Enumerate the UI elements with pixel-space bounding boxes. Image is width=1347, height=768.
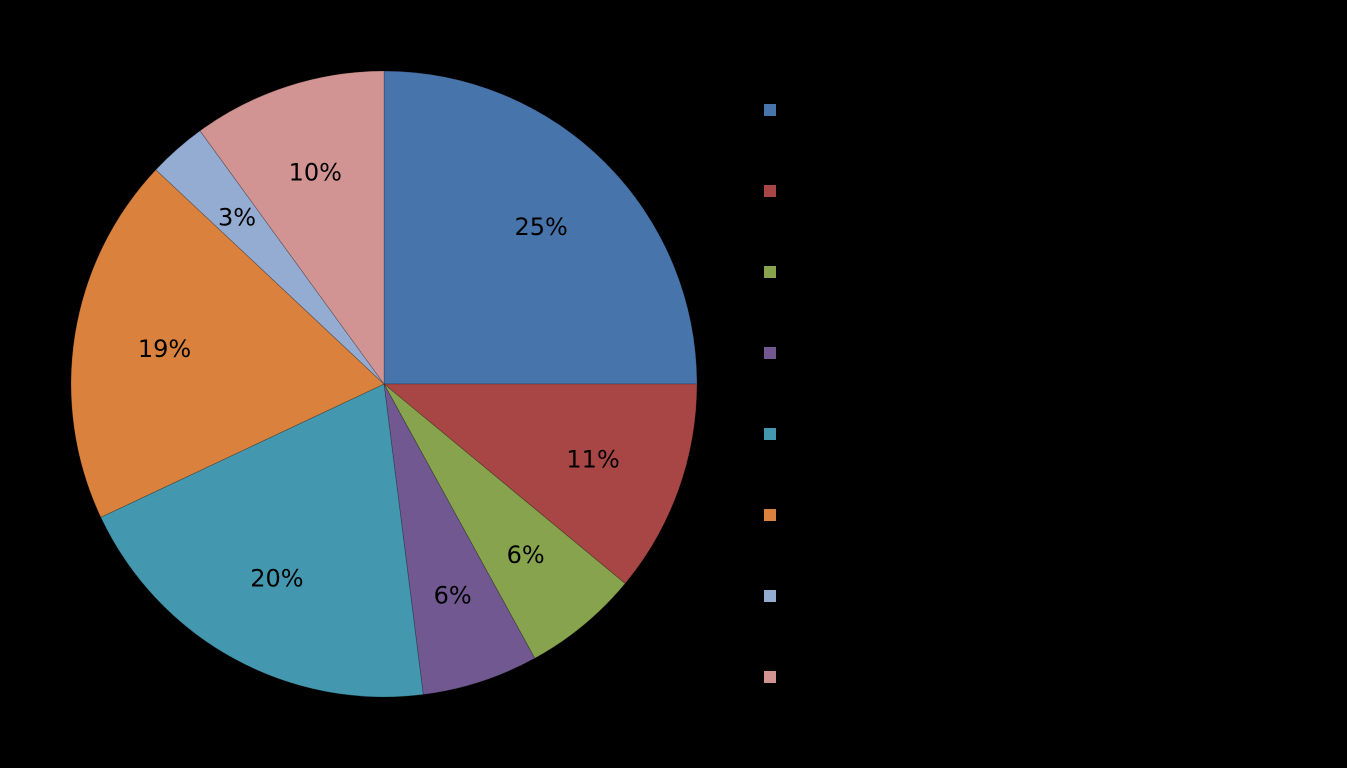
pie-slice-label-1: 25% [514, 213, 567, 241]
legend-item-6 [764, 508, 786, 522]
legend-item-4 [764, 346, 786, 360]
legend-item-3 [764, 265, 786, 279]
pie-slice-7 [155, 130, 385, 385]
legend-swatch-2 [764, 185, 776, 197]
pie-slice-2 [382, 383, 698, 585]
pie-slice-label-4: 6% [434, 581, 472, 609]
legend-swatch-1 [764, 104, 776, 116]
pie-slice-4 [383, 383, 536, 695]
legend-swatch-7 [764, 590, 776, 602]
legend-item-2 [764, 184, 786, 198]
pie-slice-3 [383, 383, 626, 659]
pie-slice-label-3: 6% [507, 541, 545, 569]
pie-slice-label-8: 10% [289, 159, 342, 187]
legend-swatch-8 [764, 671, 776, 683]
pie-slice-1 [383, 70, 698, 385]
legend-item-8 [764, 670, 786, 684]
legend-swatch-3 [764, 266, 776, 278]
legend-item-1 [764, 103, 786, 117]
legend-swatch-4 [764, 347, 776, 359]
pie-slice-label-6: 19% [138, 335, 191, 363]
pie-slice-label-2: 11% [566, 445, 619, 473]
legend-item-5 [764, 427, 786, 441]
pie-slice-8 [199, 70, 385, 386]
legend-swatch-6 [764, 509, 776, 521]
pie-slice-6 [70, 169, 385, 518]
legend-swatch-5 [764, 428, 776, 440]
pie-slice-label-5: 20% [250, 565, 303, 593]
legend-item-7 [764, 589, 786, 603]
pie-slice-label-7: 3% [218, 203, 256, 231]
pie-slice-5 [100, 383, 424, 698]
